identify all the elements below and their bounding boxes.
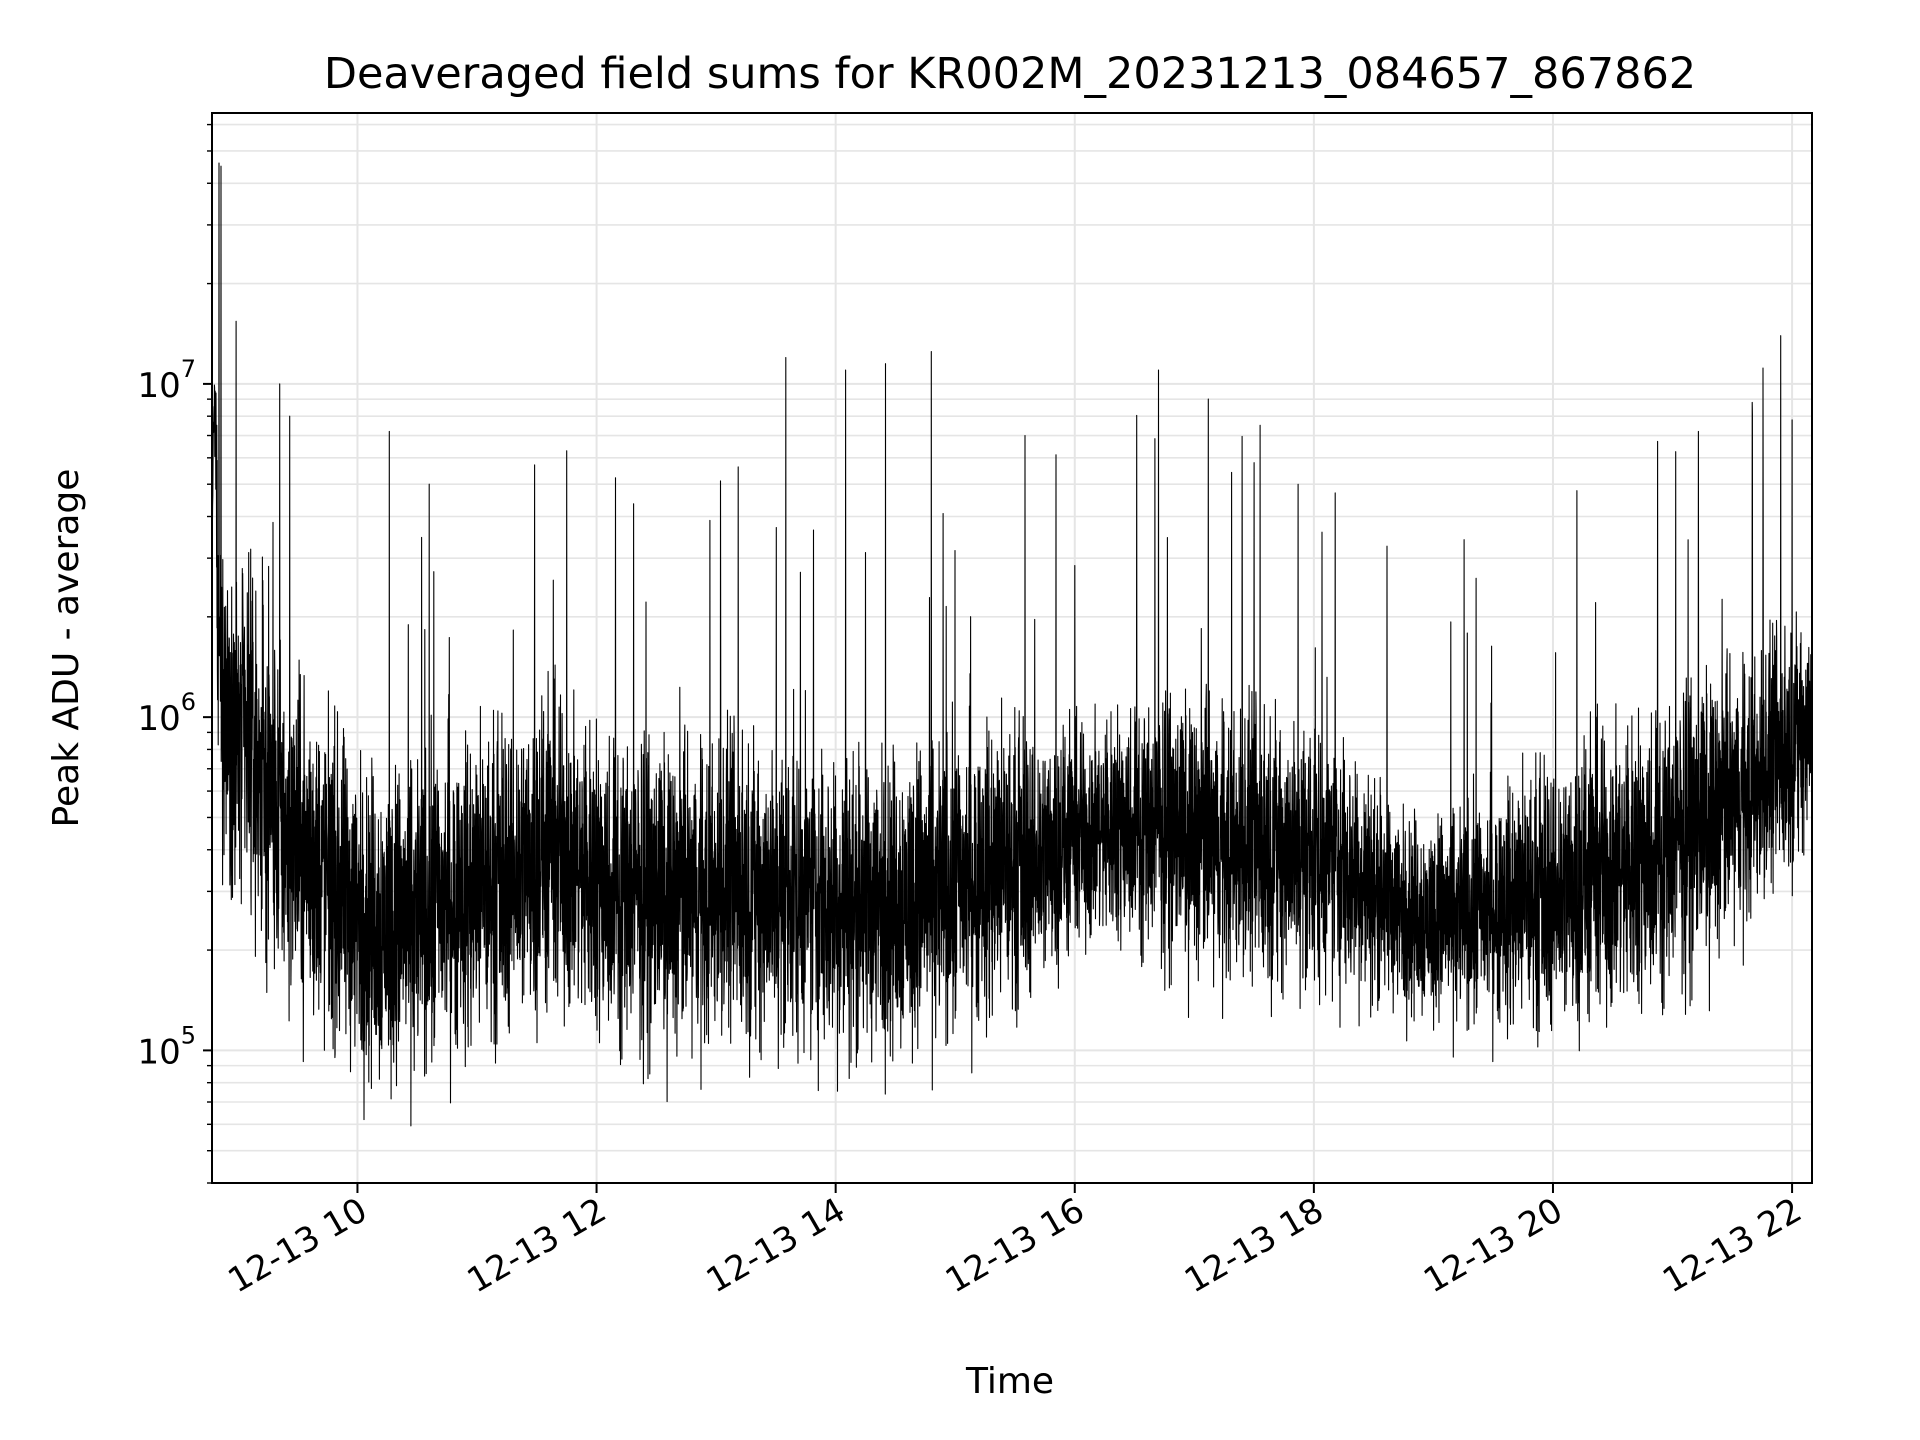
series-line-group	[211, 162, 1813, 1127]
y-tick-label: 106	[137, 688, 196, 739]
series-line	[211, 162, 1813, 1127]
y-axis: 105 106 107	[137, 123, 212, 1184]
y-tick-label: 107	[137, 355, 196, 406]
y-tick-label: 105	[137, 1021, 196, 1072]
y-axis-label: Peak ADU - average	[46, 469, 87, 828]
plot-frame	[211, 112, 1813, 1184]
x-axis-label: Time	[965, 1361, 1054, 1402]
chart-title: Deaveraged field sums for KR002M_2023121…	[324, 49, 1696, 99]
